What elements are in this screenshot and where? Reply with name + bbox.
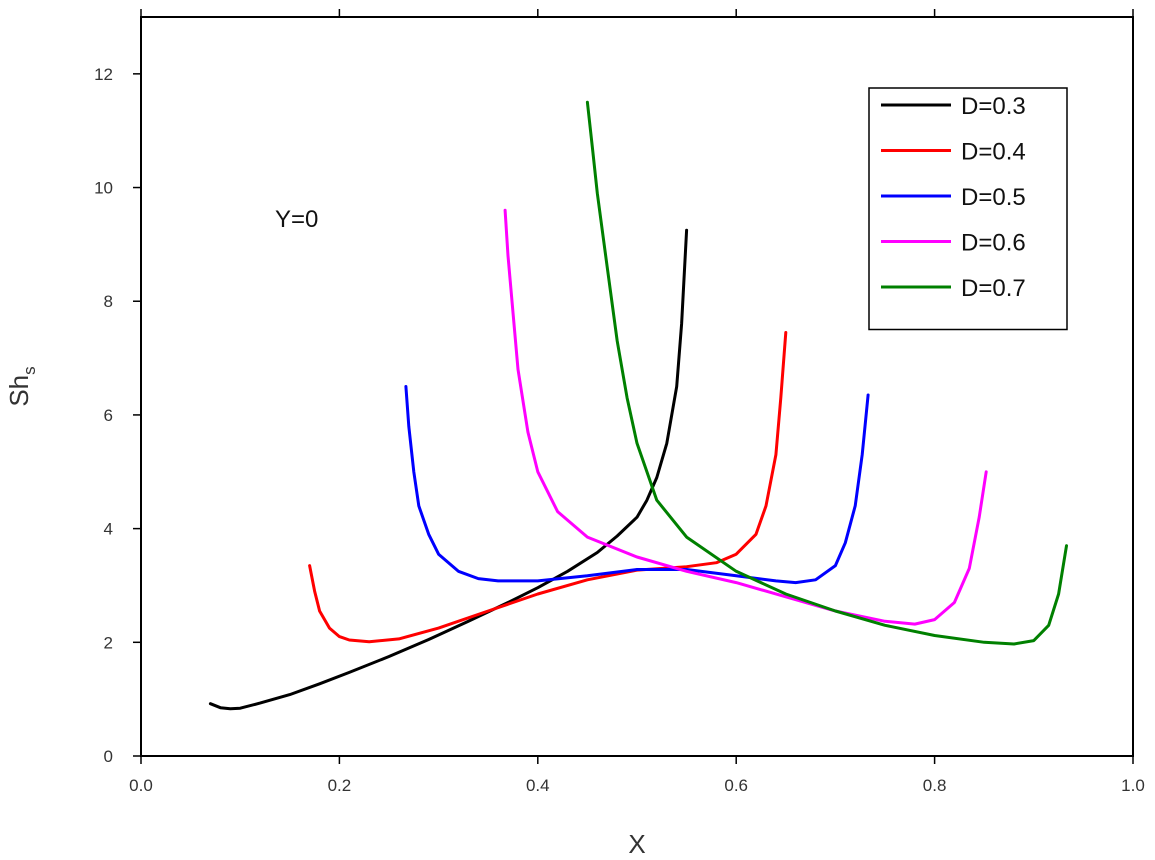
- legend-label-2: D=0.4: [961, 139, 1026, 166]
- y-axis-title-subscript: s: [20, 366, 39, 375]
- x-axis: 0.0 0.2 0.4 0.6 0.8 1.0: [129, 9, 1145, 795]
- y-axis: 0 2 4 6 8 10 12: [94, 65, 141, 766]
- y-axis-title-main: Sh: [4, 375, 34, 407]
- legend-label-5: D=0.7: [961, 275, 1026, 302]
- x-tick-label: 0.8: [923, 776, 947, 795]
- y-tick-label: 6: [104, 406, 113, 425]
- x-tick-label: 0.2: [328, 776, 352, 795]
- legend-label-1: D=0.3: [961, 93, 1026, 120]
- plot-frame: [140, 16, 1134, 757]
- series-line-4: [503, 208, 988, 626]
- series-line-5: [585, 100, 1068, 646]
- x-tick-label: 0.4: [526, 776, 550, 795]
- series-layer: [208, 100, 1068, 711]
- y-tick-label: 0: [104, 747, 113, 766]
- x-axis-title: X: [628, 829, 645, 859]
- y-tick-label: 4: [104, 520, 113, 539]
- x-tick-label: 0.0: [129, 776, 153, 795]
- x-tick-label: 1.0: [1121, 776, 1145, 795]
- y-tick-label: 10: [94, 179, 113, 198]
- y-tick-label: 2: [104, 633, 113, 652]
- annotation-text: Y=0: [275, 206, 318, 233]
- y-tick-label: 8: [104, 292, 113, 311]
- legend-label-3: D=0.5: [961, 184, 1026, 211]
- series-line-1: [208, 228, 689, 711]
- series-line-3: [404, 385, 870, 585]
- x-tick-label: 0.6: [724, 776, 748, 795]
- y-tick-label: 12: [94, 65, 113, 84]
- legend-box: [868, 87, 1068, 331]
- series-line-2: [308, 331, 788, 644]
- legend-label-4: D=0.6: [961, 230, 1026, 257]
- legend: D=0.3 D=0.4 D=0.5 D=0.6 D=0.7: [868, 87, 1068, 331]
- y-axis-title: Shs: [4, 366, 39, 406]
